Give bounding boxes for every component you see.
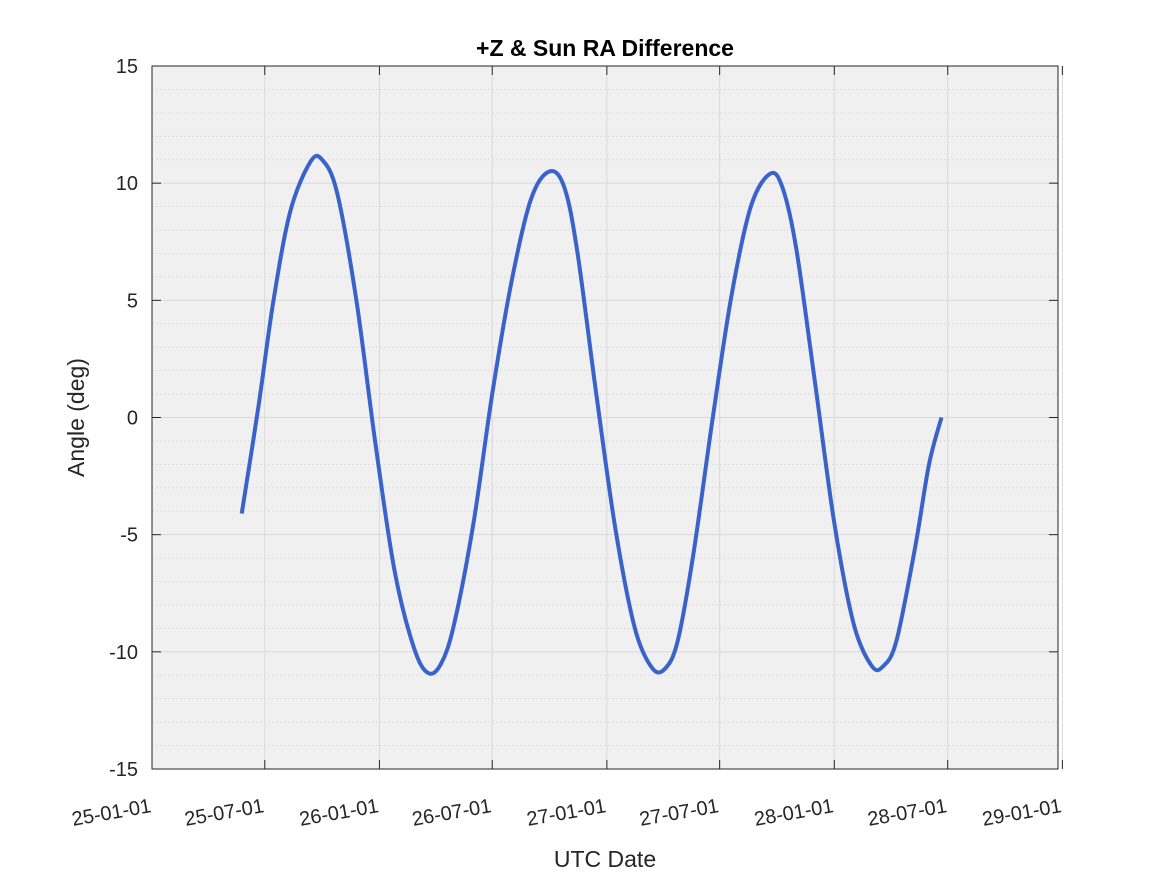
x-tick-label: 29-01-01	[981, 795, 1064, 831]
y-tick-label: -15	[109, 759, 138, 781]
series-layer	[239, 153, 944, 676]
minor-grid	[152, 89, 1058, 746]
x-tick-label: 27-07-01	[638, 795, 721, 831]
x-tick-label: 26-07-01	[410, 795, 493, 831]
series-line	[239, 153, 944, 676]
x-tick-label: 25-07-01	[183, 795, 266, 831]
x-tick-label: 28-01-01	[753, 795, 836, 831]
y-tick-label: 5	[127, 290, 138, 312]
y-tick-label: 0	[127, 408, 138, 430]
y-tick-label: -5	[120, 525, 138, 547]
y-tick-labels: -15 -10 -5 0 5 10 15	[109, 56, 138, 781]
x-tick-label: 27-01-01	[525, 795, 608, 831]
x-tick-label: 25-01-01	[70, 795, 153, 831]
chart-title: +Z & Sun RA Difference	[476, 35, 734, 61]
y-axis-label: Angle (deg)	[63, 358, 89, 477]
y-tick-label: 15	[116, 56, 138, 78]
y-tick-label: 10	[116, 173, 138, 195]
x-tick-labels: 25-01-01 25-07-01 26-01-01 26-07-01 27-01-01…	[70, 795, 1063, 831]
x-tick-label: 26-01-01	[298, 795, 381, 831]
y-tick-label: -10	[109, 642, 138, 664]
tick-marks	[151, 65, 1063, 770]
x-tick-label: 28-07-01	[866, 795, 949, 831]
x-axis-label: UTC Date	[554, 846, 656, 872]
